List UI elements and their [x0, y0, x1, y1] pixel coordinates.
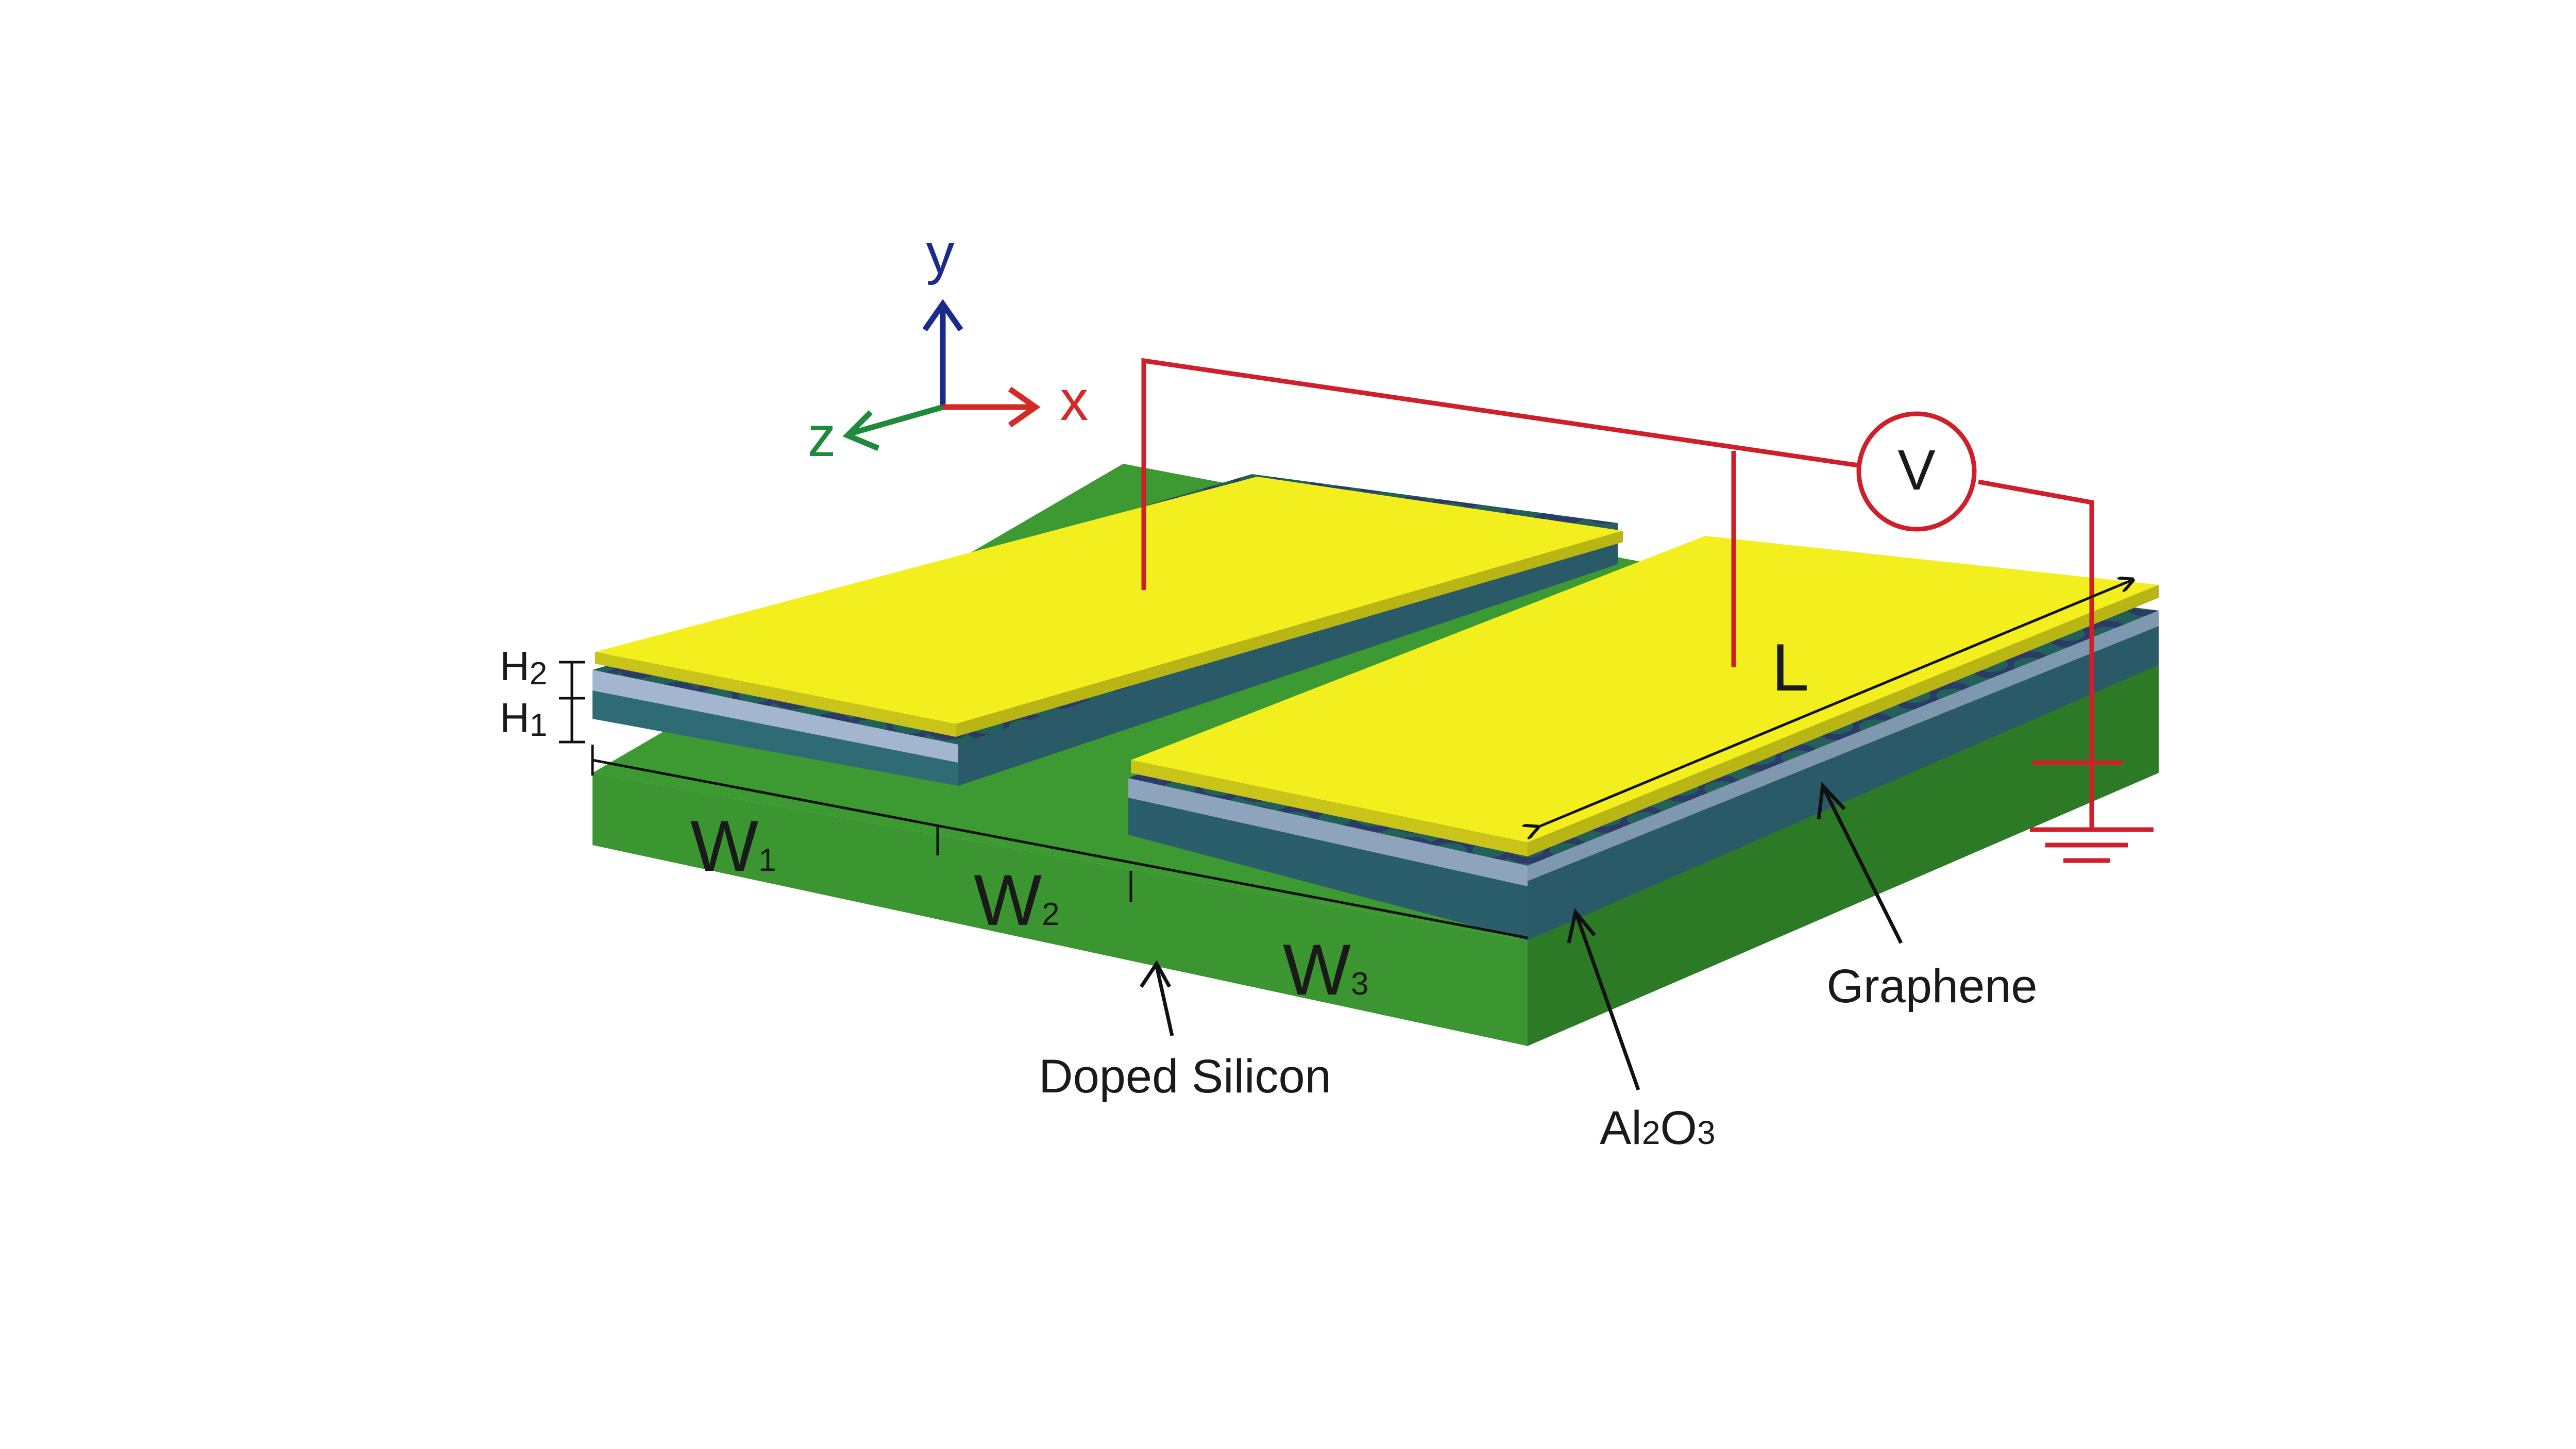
w2-label: W2 — [974, 860, 1060, 940]
right-electrode-edge — [1131, 760, 1528, 856]
graphene-pointer — [1822, 787, 1903, 944]
ground-symbol — [2030, 827, 2154, 863]
y-axis-label: y — [926, 222, 955, 285]
left-electrode-top — [595, 477, 1623, 724]
left-electrode — [595, 477, 1623, 737]
voltmeter-circle — [1856, 411, 1977, 532]
doped-silicon-arrowhead — [1140, 960, 1172, 988]
dimension-lines — [559, 580, 2133, 939]
w1-label: W1 — [690, 805, 776, 886]
l-dimension-line — [1538, 580, 2133, 827]
right-oxide-light-band — [1128, 778, 1528, 886]
al2o3-pointer — [1574, 914, 1640, 1091]
label-pointers — [1140, 782, 1903, 1091]
x-axis-label: x — [1060, 369, 1089, 432]
coordinate-axes — [842, 299, 1041, 451]
al2o3-arrowhead — [1567, 908, 1596, 943]
x-axis-arrowhead — [1008, 386, 1041, 428]
left-oxide-light-band — [592, 670, 958, 763]
voltmeter-label: V — [1897, 439, 1935, 502]
z-axis-line — [852, 404, 944, 436]
doped-silicon-pointer — [1155, 966, 1174, 1036]
h1-label: H1 — [500, 695, 547, 743]
length-label: L — [1772, 630, 1809, 705]
y-axis-arrowhead — [922, 299, 963, 332]
left-electrode-edge — [595, 652, 956, 737]
h2-label: H2 — [500, 643, 547, 692]
doped-silicon-label: Doped Silicon — [1039, 1050, 1331, 1103]
graphene-label: Graphene — [1826, 960, 2037, 1013]
left-electrode-side — [956, 531, 1623, 737]
substrate-front-face — [592, 773, 1528, 1046]
w3-label: W3 — [1283, 929, 1369, 1010]
z-axis-label: z — [808, 405, 836, 468]
wire-left-electrode — [1141, 358, 1866, 590]
voltmeter: V — [1856, 411, 1977, 532]
graphene-arrowhead — [1817, 782, 1846, 820]
z-axis-arrowhead — [842, 410, 880, 451]
al2o3-label: Al2O3 — [1600, 1102, 1716, 1154]
w-dimension-line — [592, 759, 1528, 939]
